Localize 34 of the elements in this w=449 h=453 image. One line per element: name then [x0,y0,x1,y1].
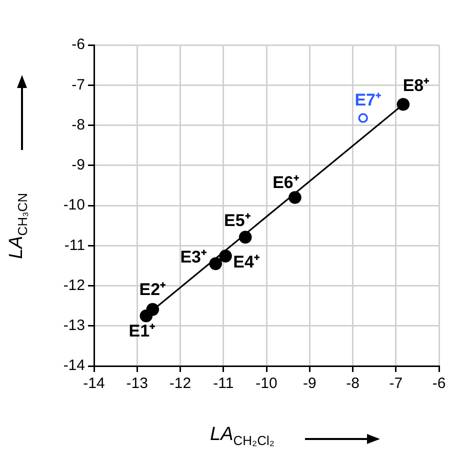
x-tick-label: -8 [346,375,360,392]
point [396,98,410,111]
x-tick-label: -11 [213,375,234,392]
y-tick-label: -7 [72,76,85,94]
annotation: E5⁺ [224,210,251,230]
x-tick-label: -14 [83,375,105,392]
x-tick-label: -13 [126,375,148,392]
y-tick-label: -6 [72,36,85,54]
x-tick-label: -6 [432,375,446,392]
x-tick-label: -7 [389,375,403,392]
point [146,303,160,316]
annotation: E7⁺ [354,90,382,110]
y-tick-label: -8 [72,116,85,134]
annotation: E3⁺ [180,247,208,266]
annotation: E2⁺ [139,280,166,300]
x-tick-label: -12 [169,375,192,392]
y-tick-label: -13 [63,317,85,334]
y-tick-label: -11 [64,236,85,254]
x-tick-label: -10 [256,375,278,392]
x-axis-title: LA$_{CH₂Cl₂}$ [210,424,274,448]
x-tick-label: -9 [302,375,316,392]
y-tick-label: -9 [72,156,85,174]
y-tick-label: -12 [63,276,85,294]
y-tick-label: -14 [63,357,85,374]
annotation: E1⁺ [128,322,156,341]
point [209,257,222,270]
annotation: E6⁺ [272,173,300,192]
annotation: E8⁺ [402,76,430,96]
annotation: E4⁺ [233,252,260,272]
point [358,113,368,123]
point [238,230,252,244]
point [288,191,302,204]
y-tick-label: -10 [63,196,85,214]
point [219,250,232,262]
